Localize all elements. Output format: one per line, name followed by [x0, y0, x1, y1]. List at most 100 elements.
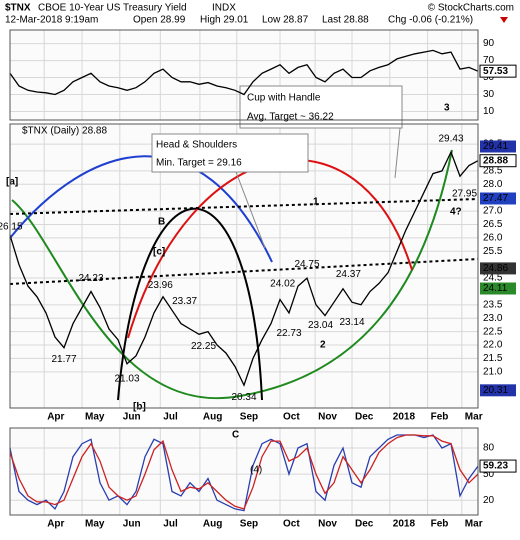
overlay-value-box	[480, 192, 516, 205]
price-label: 24.75	[294, 259, 319, 270]
x-tick-label: Mar	[465, 412, 483, 423]
price-label: 23.96	[148, 280, 173, 291]
price-label: 21.03	[114, 374, 139, 385]
x-tick-label: Aug	[203, 412, 222, 423]
price-label: 24.23	[78, 273, 103, 284]
y-tick-label: 26.5	[483, 219, 503, 230]
y-tick-label: 28.5	[483, 166, 503, 177]
y-tick-label: 21.5	[483, 353, 503, 364]
last-value-box	[479, 459, 517, 473]
panel-background	[10, 428, 478, 515]
panel-frame	[9, 123, 479, 409]
price-label: 22.25	[191, 341, 216, 352]
x-tick-label: Feb	[431, 519, 449, 530]
x-tick-label: May	[85, 412, 105, 423]
y-tick-label: 90	[483, 38, 495, 49]
green-arc	[11, 149, 453, 400]
upper-trend-line	[9, 198, 479, 215]
annotation: Cup with Handle	[247, 93, 321, 104]
x-tick-label: Apr	[47, 519, 64, 530]
x-tick-label: Nov	[318, 412, 337, 423]
y-tick-label: 22.5	[483, 326, 503, 337]
y-tick-label: 24.5	[483, 273, 503, 284]
high: High 29.01	[200, 15, 249, 26]
price-label: 24.37	[336, 269, 361, 280]
y-tick-label: 21.0	[483, 366, 503, 377]
y-tick-label: 20	[483, 495, 495, 506]
last-value-label: 59.23	[483, 461, 508, 472]
y-tick-label: 26.0	[483, 233, 503, 244]
panel-frame	[9, 427, 479, 516]
series-line	[9, 150, 479, 387]
down-arrow	[500, 17, 508, 23]
last-value-label: 57.53	[483, 66, 508, 77]
last-value-label: 28.88	[483, 155, 508, 166]
x-tick-label: Jun	[123, 412, 141, 423]
x-tick-label: Jun	[123, 519, 141, 530]
x-tick-label: 2018	[393, 519, 416, 530]
overlay-value-label: 20.31	[483, 385, 508, 396]
overlay-value-label: 27.47	[483, 193, 508, 204]
panel-title: $TNX (Daily) 28.88	[22, 126, 107, 137]
overlay-value-box	[480, 262, 516, 275]
annotation: Head & Shoulders	[156, 140, 237, 151]
y-tick-label: 80	[483, 443, 495, 454]
x-tick-label: Dec	[355, 519, 374, 530]
x-tick-label: Jul	[163, 412, 178, 423]
hs-box	[151, 133, 309, 173]
last-value-box	[479, 64, 517, 78]
x-tick-label: Dec	[355, 412, 374, 423]
open: Open 28.99	[133, 15, 186, 26]
price-label: 23.14	[339, 317, 364, 328]
x-tick-label: Feb	[431, 412, 449, 423]
y-tick-label: 25.5	[483, 246, 503, 257]
y-tick-label: 50	[483, 469, 495, 480]
annotation: (4)	[250, 465, 262, 476]
annotation: [b]	[133, 402, 146, 413]
overlay-value-label: 29.41	[483, 141, 508, 152]
y-tick-label: 23.5	[483, 299, 503, 310]
x-tick-label: Oct	[283, 412, 300, 423]
overlay-value-box	[480, 384, 516, 397]
last: Last 28.88	[322, 15, 369, 26]
x-tick-label: Apr	[47, 412, 64, 423]
symbol: $TNX	[5, 3, 31, 14]
black-arc	[117, 207, 263, 401]
cup-pointer	[394, 127, 401, 179]
y-tick-label: 27.0	[483, 206, 503, 217]
series-line	[9, 434, 479, 510]
lower-trend-line	[9, 258, 479, 285]
exchange: INDX	[212, 3, 236, 14]
date: 12-Mar-2018 9:19am	[5, 15, 98, 26]
cup-box	[239, 85, 403, 129]
y-tick-label: 10	[483, 106, 495, 117]
hs-pointer	[235, 171, 266, 249]
y-tick-label: 23.0	[483, 313, 503, 324]
price-label: 22.73	[276, 328, 301, 339]
price-label: 27.95	[452, 188, 477, 199]
x-tick-label: Sep	[240, 519, 258, 530]
x-tick-label: May	[85, 519, 105, 530]
x-tick-label: Mar	[465, 519, 483, 530]
price-label: 26.15	[0, 221, 23, 232]
annotation: [c]	[153, 247, 165, 258]
annotation: B	[158, 217, 165, 228]
annotation: 4?	[450, 207, 462, 218]
low: Low 28.87	[262, 15, 309, 26]
overlay-value-label: 24.11	[483, 283, 508, 294]
blue-arc	[9, 155, 273, 263]
y-tick-label: 28.0	[483, 179, 503, 190]
last-value-box	[479, 154, 517, 168]
annotation: 3	[444, 103, 450, 114]
overlay-value-box	[480, 140, 516, 153]
x-tick-label: Sep	[240, 412, 258, 423]
annotation: Min. Target = 29.16	[156, 158, 242, 169]
instrument-name: CBOE 10-Year US Treasury Yield	[38, 3, 187, 14]
price-label: 20.34	[231, 392, 256, 403]
overlay-value-box	[480, 282, 516, 295]
x-tick-label: Aug	[203, 519, 222, 530]
x-tick-label: Jul	[163, 519, 178, 530]
copyright: © StockCharts.com	[428, 3, 514, 14]
x-tick-label: 2018	[393, 412, 416, 423]
